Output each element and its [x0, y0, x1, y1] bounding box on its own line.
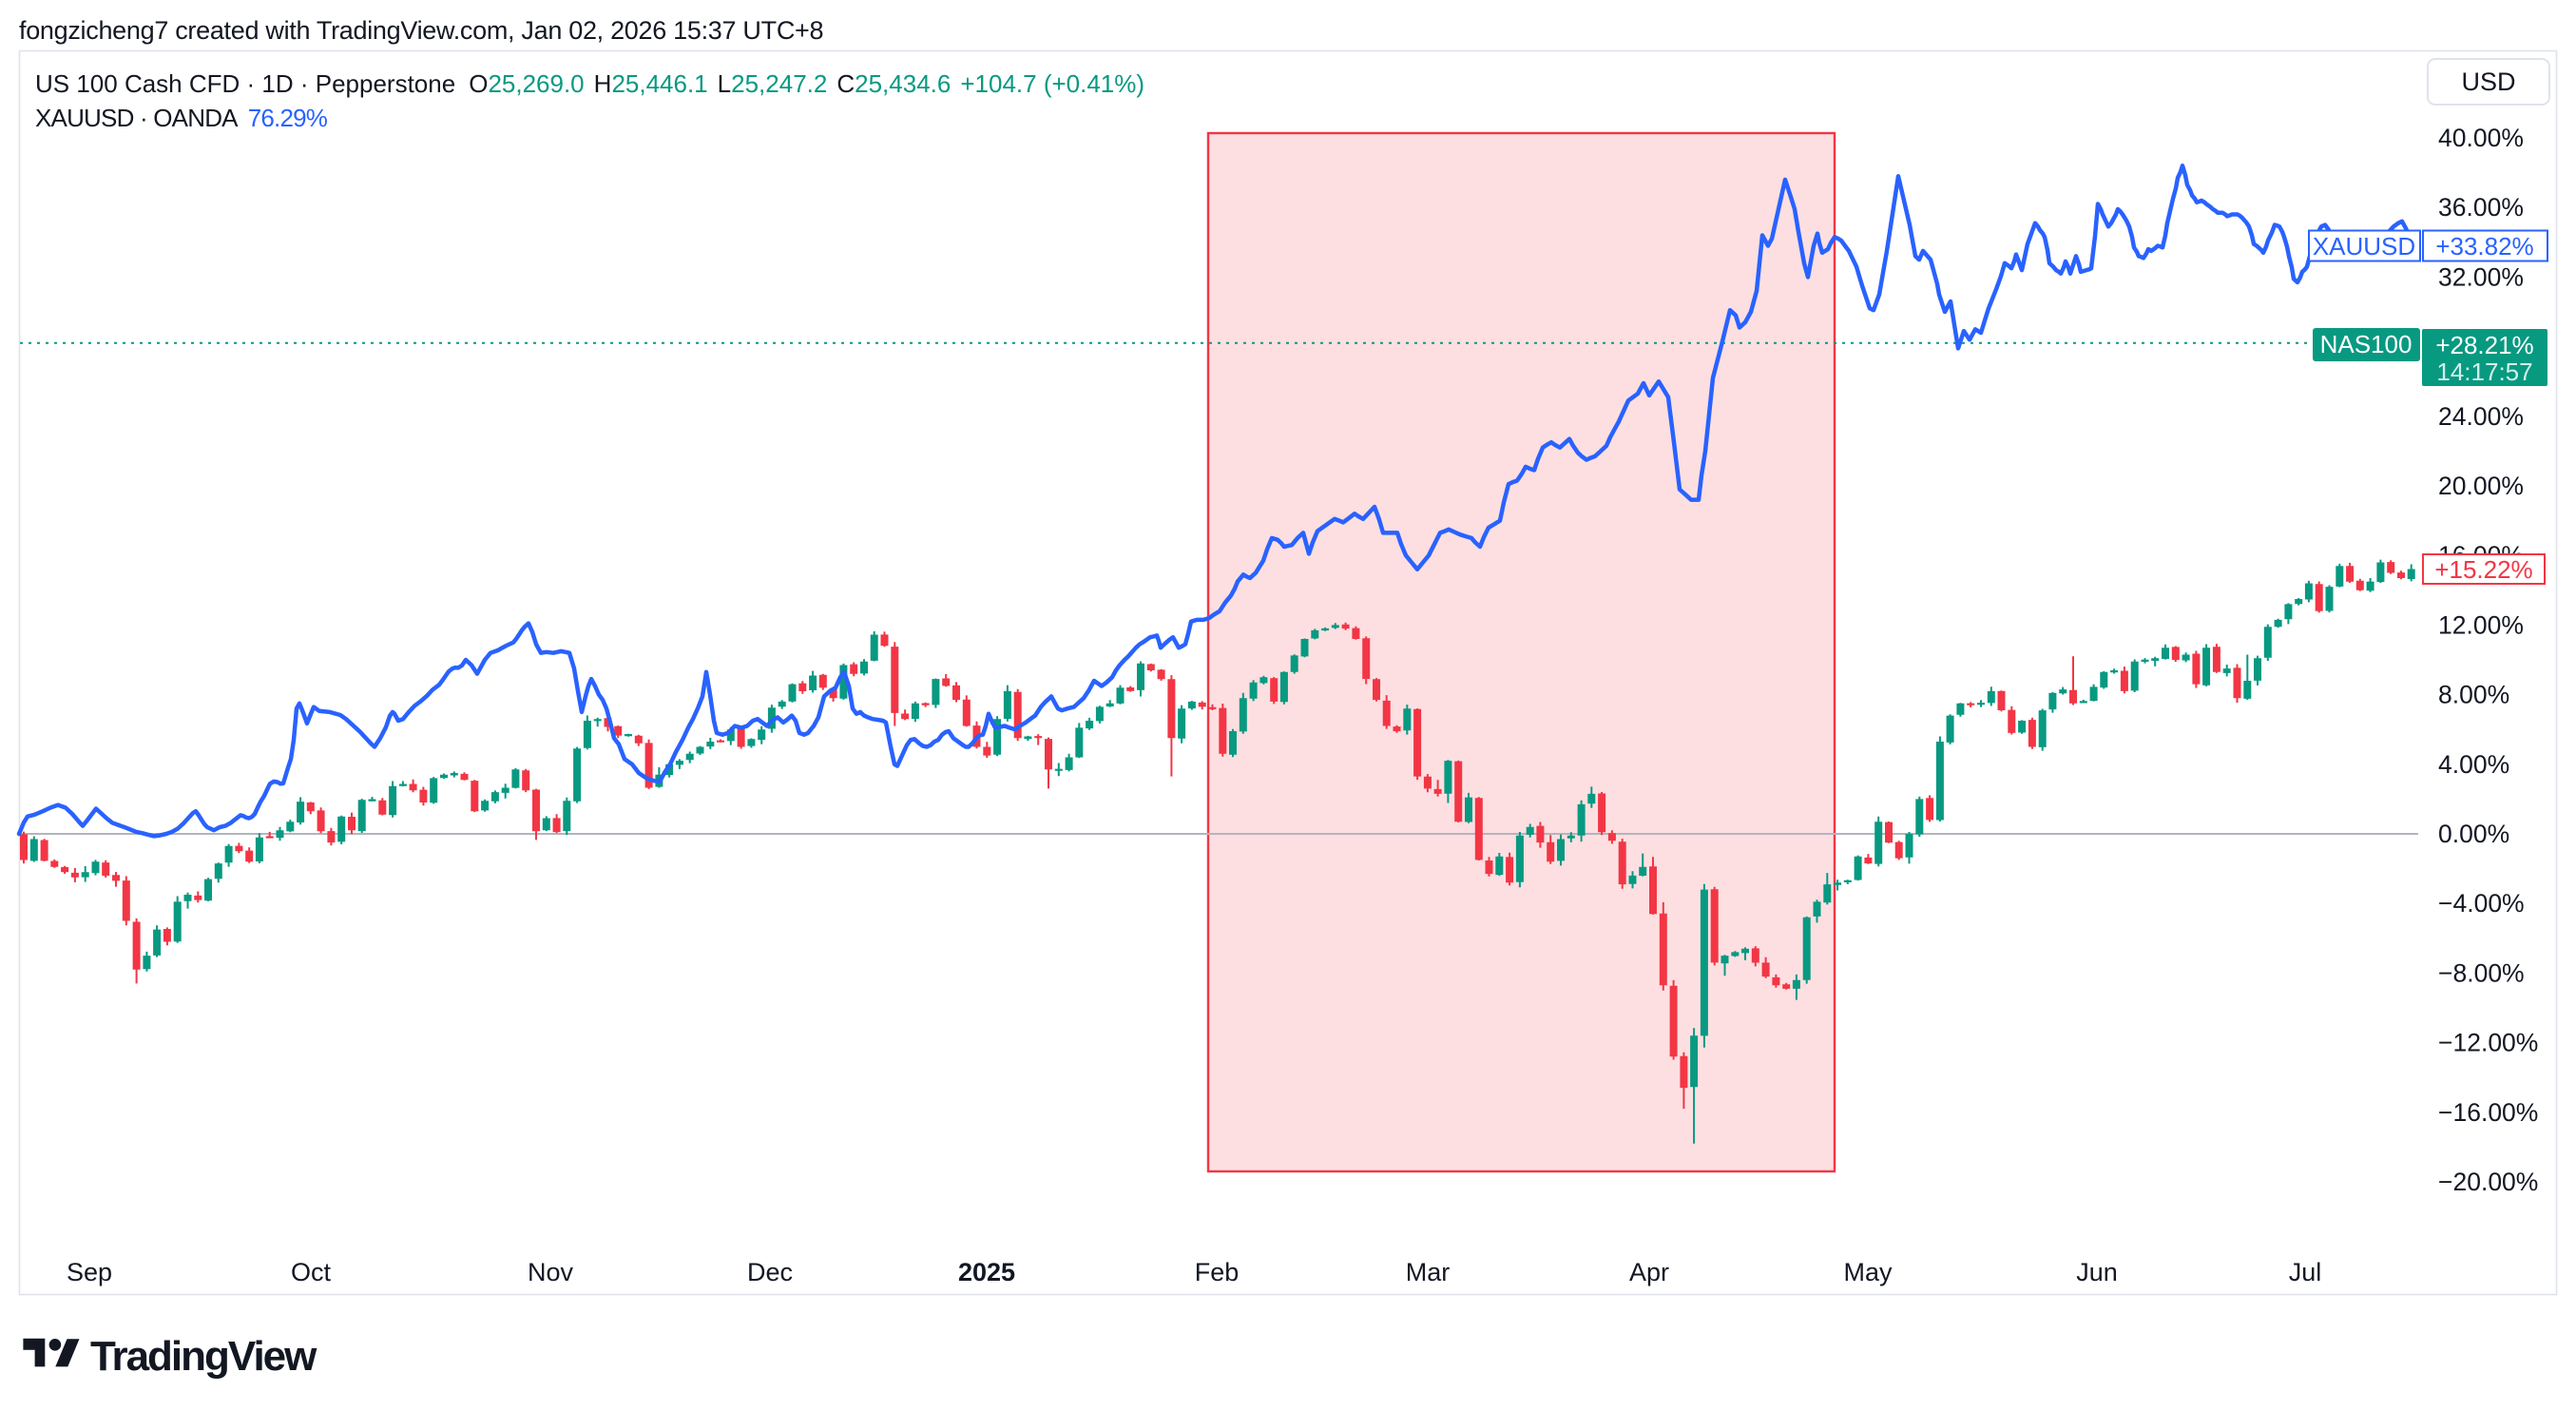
- svg-text:Nov: Nov: [528, 1258, 574, 1286]
- svg-text:Apr: Apr: [1629, 1258, 1669, 1286]
- svg-text:Jun: Jun: [2076, 1258, 2118, 1286]
- svg-text:2025: 2025: [958, 1258, 1015, 1286]
- svg-text:Oct: Oct: [291, 1258, 332, 1286]
- svg-text:24.00%: 24.00%: [2438, 402, 2524, 431]
- svg-text:Dec: Dec: [747, 1258, 793, 1286]
- svg-text:TradingView: TradingView: [90, 1333, 317, 1380]
- svg-text:May: May: [1843, 1258, 1893, 1286]
- svg-text:Feb: Feb: [1195, 1258, 1240, 1286]
- svg-text:4.00%: 4.00%: [2438, 750, 2509, 779]
- svg-text:12.00%: 12.00%: [2438, 610, 2524, 639]
- svg-text:USD: USD: [2461, 68, 2515, 96]
- svg-text:NAS100: NAS100: [2320, 330, 2413, 358]
- svg-text:XAUUSD · OANDA 76.29%: XAUUSD · OANDA 76.29%: [35, 104, 328, 132]
- svg-text:32.00%: 32.00%: [2438, 262, 2524, 291]
- svg-text:Jul: Jul: [2289, 1258, 2322, 1286]
- svg-text:+33.82%: +33.82%: [2435, 232, 2533, 261]
- svg-text:−12.00%: −12.00%: [2438, 1029, 2538, 1057]
- svg-text:8.00%: 8.00%: [2438, 681, 2509, 709]
- svg-text:0.00%: 0.00%: [2438, 820, 2509, 848]
- svg-text:XAUUSD: XAUUSD: [2313, 232, 2415, 261]
- svg-text:−8.00%: −8.00%: [2438, 958, 2525, 987]
- svg-text:−20.00%: −20.00%: [2438, 1168, 2538, 1196]
- svg-text:20.00%: 20.00%: [2438, 472, 2524, 500]
- svg-text:36.00%: 36.00%: [2438, 193, 2524, 222]
- svg-text:Sep: Sep: [67, 1258, 112, 1286]
- svg-text:Mar: Mar: [1406, 1258, 1451, 1286]
- svg-text:−16.00%: −16.00%: [2438, 1098, 2538, 1127]
- svg-text:−4.00%: −4.00%: [2438, 889, 2525, 918]
- svg-text:+28.21%: +28.21%: [2435, 331, 2533, 359]
- svg-text:+15.22%: +15.22%: [2434, 555, 2532, 584]
- svg-text:40.00%: 40.00%: [2438, 124, 2524, 152]
- svg-text:14:17:57: 14:17:57: [2436, 358, 2532, 386]
- svg-text:fongzicheng7 created with Trad: fongzicheng7 created with TradingView.co…: [19, 16, 823, 45]
